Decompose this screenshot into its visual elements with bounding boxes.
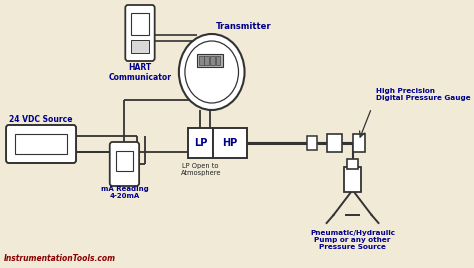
Bar: [131, 40, 149, 53]
Text: LP Open to
Atmosphere: LP Open to Atmosphere: [181, 163, 221, 176]
Bar: [216, 56, 220, 65]
Bar: [199, 56, 203, 65]
Circle shape: [179, 34, 245, 110]
Bar: [353, 134, 365, 152]
Text: mA Reading
4-20mA: mA Reading 4-20mA: [100, 186, 148, 199]
Bar: [210, 56, 215, 65]
Bar: [344, 167, 361, 192]
Text: 24 VDC Source: 24 VDC Source: [9, 115, 73, 124]
FancyBboxPatch shape: [110, 142, 139, 186]
Text: Pneumatic/Hydraulic
Pump or any other
Pressure Source: Pneumatic/Hydraulic Pump or any other Pr…: [310, 230, 395, 250]
Text: InstrumentationTools.com: InstrumentationTools.com: [4, 254, 117, 263]
Bar: [15, 134, 67, 154]
FancyBboxPatch shape: [6, 125, 76, 163]
Text: HART
Communicator: HART Communicator: [109, 63, 172, 82]
Bar: [213, 128, 247, 158]
Circle shape: [185, 41, 238, 103]
Bar: [131, 13, 149, 35]
FancyBboxPatch shape: [125, 5, 155, 61]
Text: LP: LP: [194, 138, 208, 148]
Bar: [197, 54, 223, 67]
Bar: [116, 151, 133, 171]
Bar: [327, 134, 342, 152]
Text: Transmitter: Transmitter: [216, 22, 272, 31]
Text: HP: HP: [222, 138, 238, 148]
Bar: [347, 159, 358, 169]
Bar: [204, 56, 209, 65]
Bar: [307, 136, 317, 150]
Bar: [188, 128, 213, 158]
Text: High Precision
Digital Pressure Gauge: High Precision Digital Pressure Gauge: [376, 88, 471, 101]
